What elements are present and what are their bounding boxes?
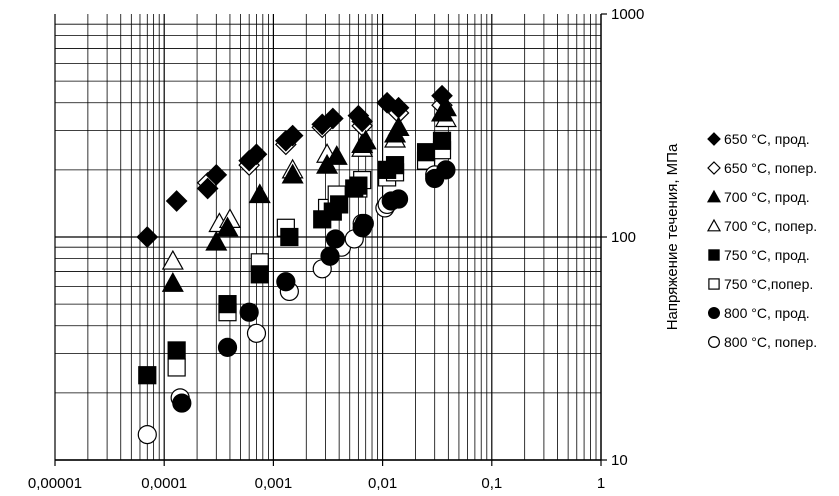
legend-triangle-marker (706, 218, 722, 231)
x-tick-label: 0,001 (255, 475, 293, 492)
series-4 (138, 131, 452, 385)
legend-item: 650 °С, попер. (706, 153, 839, 182)
legend-label: 650 °С, прод. (724, 130, 810, 147)
legend-circle-marker (707, 335, 721, 348)
square-point (138, 366, 157, 385)
triangle-point (325, 145, 348, 165)
x-tick-label: 0,0001 (141, 475, 187, 492)
circle-icon (707, 335, 721, 348)
legend: 650 °С, прод. 650 °С, попер. 700 °С, прод.… (706, 124, 839, 356)
circle-point (246, 323, 267, 343)
axes (54, 13, 607, 466)
legend-item: 650 °С, прод. (706, 124, 839, 153)
legend-label: 650 °С, попер. (724, 159, 818, 176)
diamond-point (196, 177, 219, 200)
circle-point (172, 393, 192, 413)
y-tick-label: 1000 (611, 6, 644, 23)
circle-point (354, 213, 374, 234)
circle-point (436, 160, 456, 180)
square-point (167, 358, 186, 377)
diamond-point (136, 226, 159, 248)
legend-item: 700 °С, прод. (706, 182, 839, 211)
square-point (250, 265, 269, 284)
legend-label: 800 °С, попер. (724, 333, 818, 350)
circle-point (137, 424, 157, 445)
triangle-point (281, 163, 304, 184)
square-point (349, 176, 368, 195)
x-tick-labels: 0,00001 0,0001 0,001 0,01 0,1 1 (28, 475, 605, 492)
triangle-point (216, 216, 239, 237)
triangle-icon (706, 218, 722, 231)
y-axis-label: Напряжение течения, МПа (664, 143, 681, 330)
triangle-point (354, 129, 377, 150)
legend-triangle-marker (706, 189, 722, 202)
series-6 (172, 160, 456, 413)
triangle-point (205, 230, 228, 251)
legend-diamond-marker (707, 160, 721, 175)
triangle-point (387, 116, 410, 137)
square-point (432, 131, 452, 150)
diamond-icon (707, 131, 721, 146)
x-tick-label: 1 (597, 475, 605, 492)
circle-point (217, 337, 238, 357)
legend-label: 750 °С, прод. (724, 246, 810, 263)
legend-label: 750 °С,попер. (724, 275, 814, 292)
x-tick-label: 0,01 (368, 475, 397, 492)
circle-point (320, 246, 340, 266)
square-point (416, 143, 436, 162)
circle-point (276, 272, 296, 292)
square-point (167, 341, 186, 360)
legend-label: 800 °С, прод. (724, 304, 810, 321)
diamond-icon (707, 160, 721, 175)
legend-item: 700 °С, попер. (706, 211, 839, 240)
series-2 (161, 96, 457, 292)
diamond-point (245, 143, 268, 166)
legend-circle-marker (707, 306, 721, 319)
triangle-point (248, 183, 271, 204)
diamond-point (281, 124, 304, 147)
grid-lines (54, 14, 601, 461)
triangle-point (161, 272, 184, 292)
data-marks (136, 84, 457, 445)
diamond-point (205, 163, 228, 186)
circle-point (388, 189, 409, 209)
legend-item: 800 °С, прод. (706, 298, 839, 327)
legend-label: 700 °С, попер. (724, 217, 818, 234)
legend-item: 800 °С, попер. (706, 327, 839, 356)
legend-item: 750 °С,попер. (706, 269, 839, 298)
triangle-icon (706, 189, 722, 202)
legend-square-marker (708, 248, 720, 261)
square-point (330, 195, 349, 214)
legend-label: 700 °С, прод. (724, 188, 810, 205)
y-tick-labels: 10 100 1000 (611, 6, 644, 469)
diamond-point (165, 190, 188, 212)
diamond-point (351, 110, 374, 133)
x-tick-label: 0,00001 (28, 475, 82, 492)
circle-icon (707, 306, 721, 319)
legend-diamond-marker (707, 131, 721, 146)
y-tick-label: 10 (611, 452, 628, 469)
square-icon (708, 277, 720, 290)
square-point (385, 156, 405, 175)
diamond-point (321, 107, 344, 130)
series-1 (196, 94, 453, 194)
legend-item: 750 °С, прод. (706, 240, 839, 269)
circle-point (325, 229, 346, 249)
x-tick-label: 0,1 (481, 475, 502, 492)
triangle-point (434, 96, 457, 117)
triangle-point (161, 249, 184, 270)
circle-point (239, 302, 259, 322)
square-point (280, 227, 299, 247)
square-icon (708, 248, 720, 261)
y-tick-label: 100 (611, 229, 636, 246)
legend-square-marker (708, 277, 720, 290)
square-point (218, 295, 237, 314)
